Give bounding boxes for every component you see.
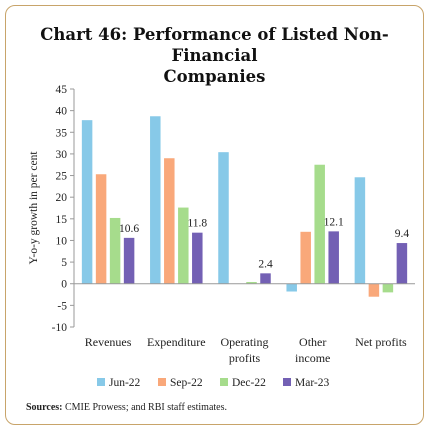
legend-swatch-mar-23	[283, 378, 291, 386]
legend-label: Dec-22	[232, 377, 266, 389]
source-text: CMIE Prowess; and RBI staff estimates.	[62, 402, 228, 413]
category-label: Operating	[221, 335, 269, 349]
bar-dec-22	[246, 281, 257, 284]
bar-sep-22	[300, 231, 311, 284]
category-label: Net profits	[355, 335, 407, 349]
legend-label: Sep-22	[170, 377, 203, 389]
bar-sep-22	[164, 158, 175, 284]
legend-swatch-dec-22	[220, 378, 228, 386]
data-label: 2.4	[258, 258, 273, 270]
bar-mar-23	[123, 237, 135, 284]
bar-sep-22	[368, 283, 380, 297]
y-tick-label: 25	[56, 171, 68, 183]
category-label: Expenditure	[147, 335, 206, 349]
category-label: profits	[229, 351, 261, 365]
data-label: 10.6	[119, 223, 139, 235]
y-tick-label: -10	[52, 322, 68, 334]
bar-mar-23	[192, 232, 203, 284]
y-tick-label: -5	[57, 300, 67, 312]
bar-jun-22	[150, 116, 161, 284]
chart-title-line-1: Chart 46: Performance of Listed Non-Fina…	[40, 25, 389, 65]
data-label: 12.1	[324, 216, 344, 228]
y-tick-label: 5	[61, 257, 67, 269]
y-axis-label: Y-o-y growth in per cent	[28, 151, 40, 265]
bar-dec-22	[382, 283, 394, 293]
category-label: Other	[299, 335, 326, 349]
y-tick-label: 20	[56, 192, 68, 204]
bar-jun-22	[354, 177, 366, 284]
legend-label: Mar-23	[295, 377, 330, 389]
y-tick-label: 0	[61, 279, 67, 291]
bar-jun-22	[286, 283, 297, 292]
data-label: 11.8	[187, 218, 207, 230]
y-tick-label: 45	[56, 84, 68, 96]
category-label: Revenues	[85, 335, 132, 349]
bar-mar-23	[396, 243, 408, 284]
bar-mar-23	[260, 273, 271, 284]
source-note: Sources: CMIE Prowess; and RBI staff est…	[26, 402, 227, 413]
legend-swatch-jun-22	[97, 378, 105, 386]
bar-jun-22	[81, 120, 93, 284]
bar-dec-22	[178, 207, 189, 284]
data-label: 9.4	[395, 228, 410, 240]
y-tick-label: 15	[56, 214, 68, 226]
y-tick-label: 35	[56, 127, 68, 139]
bar-dec-22	[109, 217, 121, 284]
category-label: income	[295, 351, 330, 365]
chart-title: Chart 46: Performance of Listed Non-Fina…	[5, 24, 424, 87]
chart-frame	[5, 5, 424, 425]
source-label: Sources:	[26, 402, 63, 413]
y-tick-label: 10	[56, 235, 68, 247]
y-tick-label: 40	[56, 106, 68, 118]
bar-sep-22	[95, 174, 107, 284]
y-tick-label: 30	[56, 149, 68, 161]
bar-jun-22	[218, 152, 229, 284]
bar-mar-23	[328, 231, 339, 284]
bar-dec-22	[314, 164, 325, 284]
chart-title-line-2: Companies	[163, 67, 266, 86]
legend-swatch-sep-22	[158, 378, 166, 386]
legend-label: Jun-22	[109, 377, 141, 389]
